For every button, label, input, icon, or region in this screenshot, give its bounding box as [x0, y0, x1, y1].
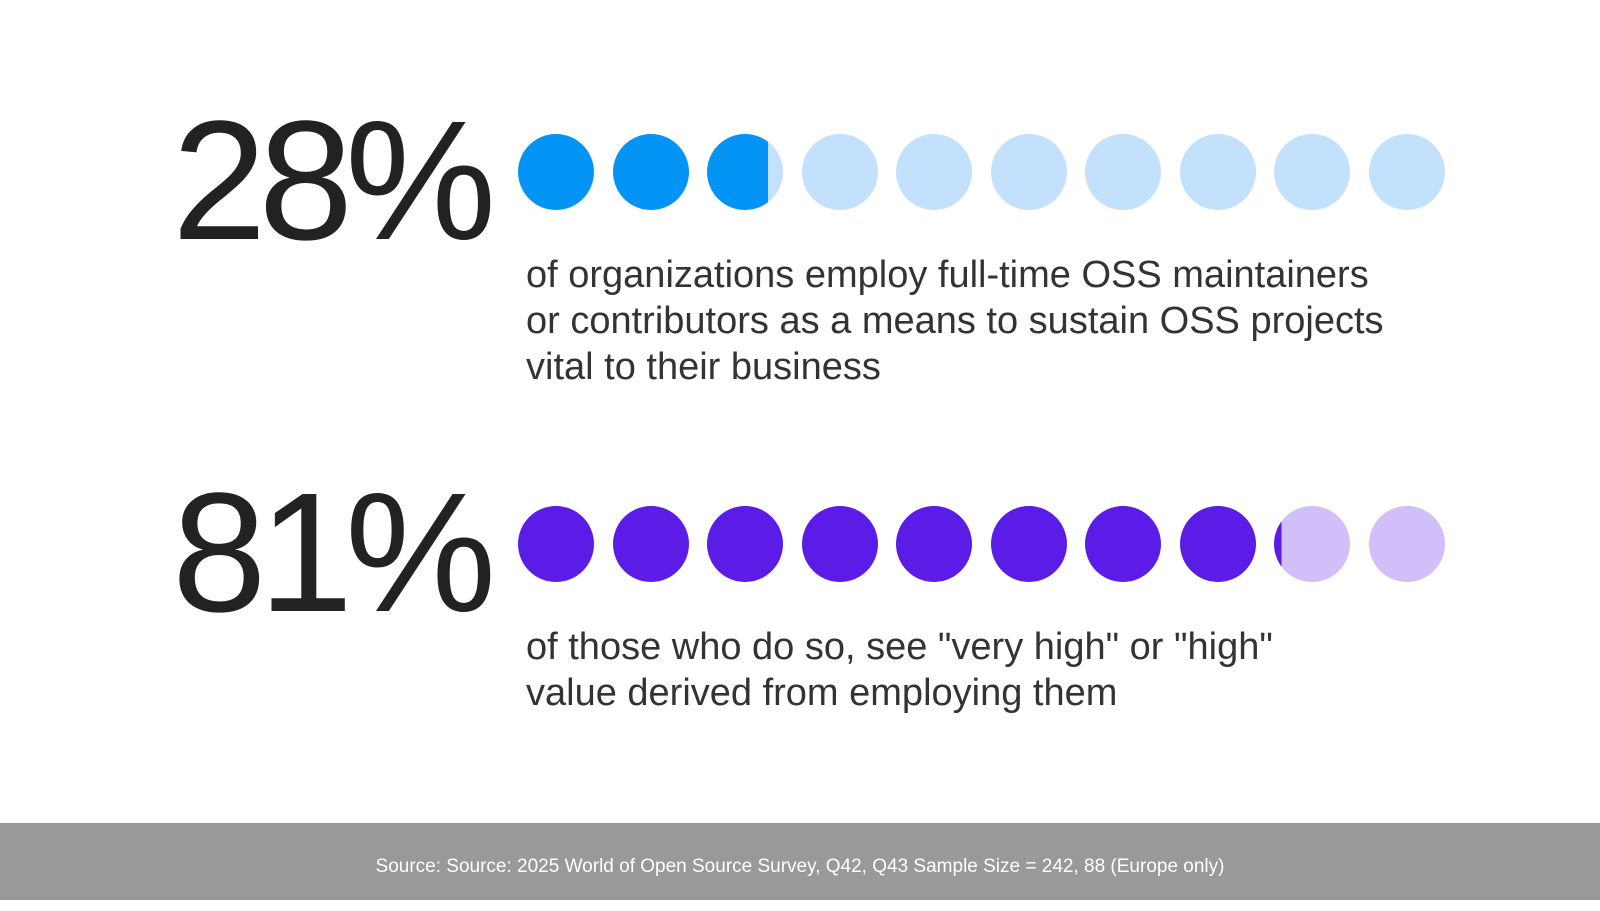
stat-organizations-employ: 28% of organizations employ full-time OS…	[0, 90, 1600, 410]
stat-value: 81%	[172, 458, 496, 648]
pictograph-dot	[990, 134, 1067, 210]
description-line: of those who do so, see "very high" or "…	[526, 626, 1273, 668]
pictograph-dot	[518, 134, 594, 210]
pictograph-dot	[612, 506, 689, 582]
pictograph-dot	[990, 506, 1067, 582]
stat-description: of organizations employ full-time OSS ma…	[526, 252, 1466, 390]
stat-description: of those who do so, see "very high" or "…	[526, 624, 1466, 716]
stat-value-derived: 81% of those who do so, see "very high" …	[0, 462, 1600, 722]
description-line: of organizations employ full-time OSS ma…	[526, 254, 1369, 296]
pictograph-dot	[801, 506, 878, 582]
pictograph-dot	[707, 134, 783, 210]
description-line: or contributors as a means to sustain OS…	[526, 300, 1384, 342]
pictograph-dot	[896, 134, 972, 210]
pictograph-dot	[1368, 134, 1445, 210]
pictograph-dot	[612, 134, 689, 210]
description-line: vital to their business	[526, 346, 881, 388]
pictograph-dot	[1274, 134, 1350, 210]
dot-row	[518, 506, 1448, 582]
description-line: value derived from employing them	[526, 672, 1118, 714]
source-footer: Source: Source: 2025 World of Open Sourc…	[0, 823, 1600, 900]
pictograph-dot	[1085, 506, 1161, 582]
pictograph-dot	[1179, 134, 1256, 210]
stat-value: 28%	[172, 86, 496, 276]
pictograph-dot	[518, 506, 594, 582]
pictograph-dot	[801, 134, 878, 210]
pictograph-dot	[1179, 506, 1256, 582]
source-text: Source: Source: 2025 World of Open Sourc…	[375, 856, 1225, 877]
pictograph-dot	[896, 506, 972, 582]
pictograph-dot	[1368, 506, 1445, 582]
pictograph-dot	[1274, 506, 1350, 582]
pictograph-dot	[707, 506, 783, 582]
dot-row	[518, 134, 1448, 210]
pictograph-dot	[1085, 134, 1161, 210]
